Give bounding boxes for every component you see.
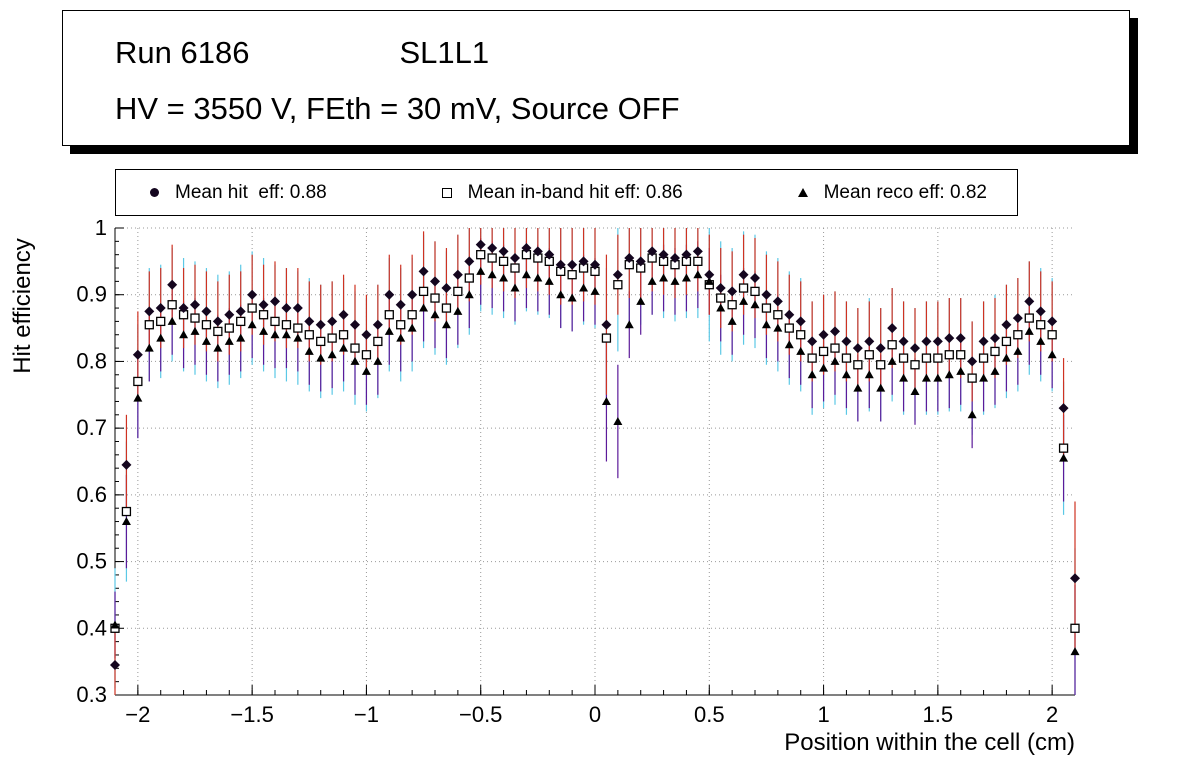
svg-text:0.4: 0.4	[76, 615, 107, 640]
filled-triangle-icon	[797, 188, 808, 197]
run-label: Run 6186	[115, 35, 250, 70]
legend: Mean hit eff: 0.88 Mean in-band hit eff: …	[115, 169, 1018, 216]
svg-text:−2: −2	[125, 702, 150, 727]
filled-circle-icon	[150, 188, 159, 197]
tick-labels: −2 −1.5 −1 −0.5 0 0.5 1 1.5 2 0.3 0.4 0.5 0.6 0.7 0.8 0…	[76, 220, 1058, 727]
svg-text:0.5: 0.5	[76, 549, 107, 574]
svg-text:2: 2	[1046, 702, 1058, 727]
open-square-icon	[441, 187, 452, 198]
chamber-label: SL1L1	[399, 35, 490, 70]
svg-text:−0.5: −0.5	[459, 702, 502, 727]
markers-hit-eff	[110, 239, 1080, 670]
error-bars-reco-eff	[114, 238, 1076, 695]
svg-text:0.7: 0.7	[76, 415, 107, 440]
axis-ticks	[114, 227, 1076, 696]
svg-text:Position within the cell (cm): Position within the cell (cm)	[784, 729, 1075, 756]
markers-reco-eff	[110, 266, 1080, 656]
efficiency-plot: −2 −1.5 −1 −0.5 0 0.5 1 1.5 2 0.3 0.4 0.5 0.6 0.7 0.8 0…	[9, 220, 1080, 756]
legend-entry-3: Mean reco eff: 0.82	[797, 181, 987, 204]
svg-text:0.5: 0.5	[694, 702, 725, 727]
axis-titles: Position within the cell (cm) Hit efficie…	[9, 238, 1075, 756]
legend-label: Mean reco eff: 0.82	[823, 181, 987, 203]
legend-label: Mean in-band hit eff: 0.86	[467, 181, 683, 203]
svg-text:−1: −1	[354, 702, 379, 727]
svg-text:1: 1	[95, 220, 107, 240]
conditions-label: HV = 3550 V, FEth = 30 mV, Source OFF	[115, 91, 680, 126]
svg-text:0.8: 0.8	[76, 348, 107, 373]
svg-text:0.9: 0.9	[76, 282, 107, 307]
svg-text:0.6: 0.6	[76, 482, 107, 507]
svg-text:−1.5: −1.5	[230, 702, 273, 727]
legend-label: Mean hit eff: 0.88	[175, 181, 327, 203]
svg-text:1.5: 1.5	[923, 702, 954, 727]
svg-text:1: 1	[817, 702, 829, 727]
svg-text:0: 0	[589, 702, 601, 727]
legend-entry-2: Mean in-band hit eff: 0.86	[441, 181, 683, 204]
title-line-1: Run 6186 SL1L1	[115, 35, 1129, 71]
svg-text:Hit efficiency: Hit efficiency	[9, 238, 36, 374]
title-box: Run 6186 SL1L1 HV = 3550 V, FEth = 30 mV…	[62, 10, 1130, 146]
legend-entry-1: Mean hit eff: 0.88	[150, 182, 327, 204]
svg-text:0.3: 0.3	[76, 682, 107, 707]
